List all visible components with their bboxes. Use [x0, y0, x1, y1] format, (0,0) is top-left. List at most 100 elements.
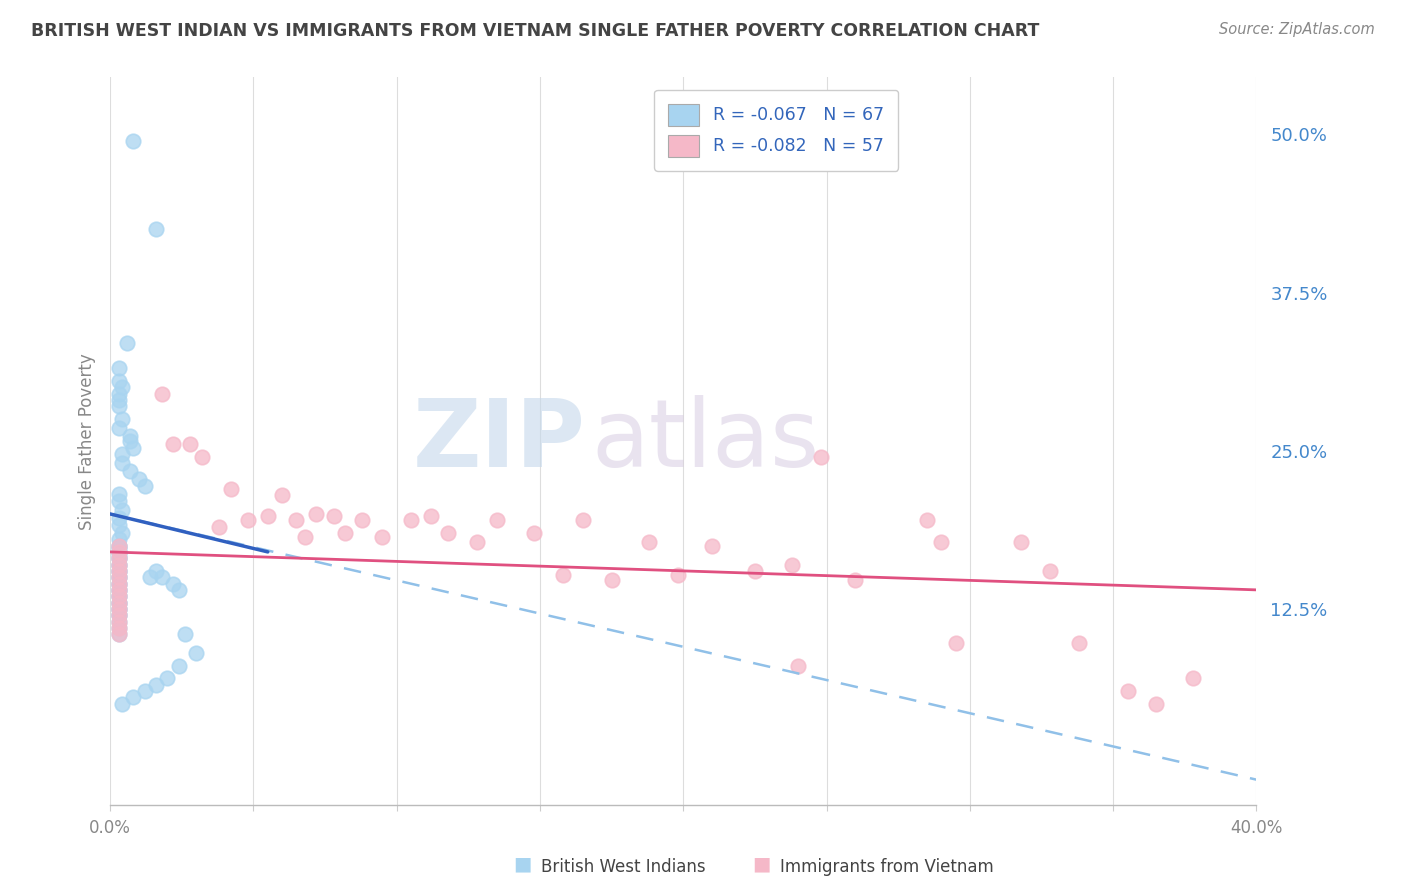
Point [352, 513, 374, 527]
Point [465, 534, 488, 549]
Point [107, 589, 129, 603]
Point [111, 448, 134, 462]
Point [551, 567, 574, 582]
Point [107, 558, 129, 572]
Point [139, 570, 162, 584]
Point [111, 697, 134, 711]
Point [107, 486, 129, 500]
Text: BRITISH WEST INDIAN VS IMMIGRANTS FROM VIETNAM SINGLE FATHER POVERTY CORRELATION: BRITISH WEST INDIAN VS IMMIGRANTS FROM V… [31, 22, 1039, 40]
Point [107, 615, 129, 629]
Point [107, 589, 129, 603]
Point [1116, 684, 1139, 698]
Point [134, 479, 156, 493]
Point [844, 573, 866, 587]
Point [107, 621, 129, 635]
Point [600, 573, 623, 587]
Point [184, 646, 207, 660]
Point [111, 456, 134, 470]
Point [107, 551, 129, 566]
Point [1039, 564, 1062, 578]
Point [107, 576, 129, 591]
Point [107, 589, 129, 603]
Point [107, 533, 129, 547]
Point [111, 380, 134, 394]
Point [107, 539, 129, 553]
Point [107, 621, 129, 635]
Text: atlas: atlas [592, 395, 820, 487]
Point [120, 428, 142, 442]
Point [420, 509, 443, 524]
Point [156, 672, 179, 686]
Text: Immigrants from Vietnam: Immigrants from Vietnam [780, 858, 994, 876]
Point [700, 539, 723, 553]
Point [107, 518, 129, 533]
Point [107, 564, 129, 578]
Point [236, 513, 259, 527]
Point [107, 393, 129, 408]
Point [107, 545, 129, 559]
Point [294, 530, 316, 544]
Point [111, 412, 134, 426]
Point [107, 558, 129, 572]
Point [915, 513, 938, 527]
Point [666, 567, 689, 582]
Point [1011, 534, 1033, 549]
Point [107, 595, 129, 609]
Point [1182, 672, 1205, 686]
Point [208, 519, 231, 533]
Point [256, 509, 278, 524]
Text: ■: ■ [513, 855, 531, 873]
Point [128, 471, 150, 485]
Point [107, 582, 129, 597]
Point [107, 602, 129, 616]
Point [107, 576, 129, 591]
Point [107, 615, 129, 629]
Point [787, 658, 810, 673]
Point [107, 576, 129, 591]
Point [107, 570, 129, 584]
Point [572, 513, 595, 527]
Point [744, 564, 766, 578]
Point [780, 558, 803, 572]
Point [107, 386, 129, 401]
Point [107, 539, 129, 553]
Text: ZIP: ZIP [413, 395, 586, 487]
Point [107, 608, 129, 623]
Point [305, 507, 328, 521]
Point [285, 513, 308, 527]
Point [122, 134, 145, 148]
Point [523, 525, 546, 540]
Point [945, 636, 967, 650]
Point [145, 564, 167, 578]
Point [107, 494, 129, 508]
Point [107, 627, 129, 641]
Point [107, 564, 129, 578]
Point [399, 513, 422, 527]
Point [107, 545, 129, 559]
Point [145, 222, 167, 236]
Text: ■: ■ [752, 855, 770, 873]
Point [191, 450, 214, 464]
Text: British West Indians: British West Indians [541, 858, 706, 876]
Legend: R = -0.067   N = 67, R = -0.082   N = 57: R = -0.067 N = 67, R = -0.082 N = 57 [654, 90, 898, 171]
Point [107, 400, 129, 414]
Point [107, 551, 129, 566]
Point [145, 678, 167, 692]
Point [107, 582, 129, 597]
Point [179, 437, 201, 451]
Point [107, 627, 129, 641]
Point [107, 602, 129, 616]
Point [107, 608, 129, 623]
Point [107, 510, 129, 524]
Point [219, 482, 242, 496]
Point [107, 548, 129, 562]
Point [120, 434, 142, 448]
Point [486, 513, 509, 527]
Point [122, 441, 145, 455]
Text: Source: ZipAtlas.com: Source: ZipAtlas.com [1219, 22, 1375, 37]
Point [371, 530, 394, 544]
Point [107, 542, 129, 557]
Point [437, 525, 460, 540]
Point [111, 503, 134, 517]
Point [271, 488, 294, 502]
